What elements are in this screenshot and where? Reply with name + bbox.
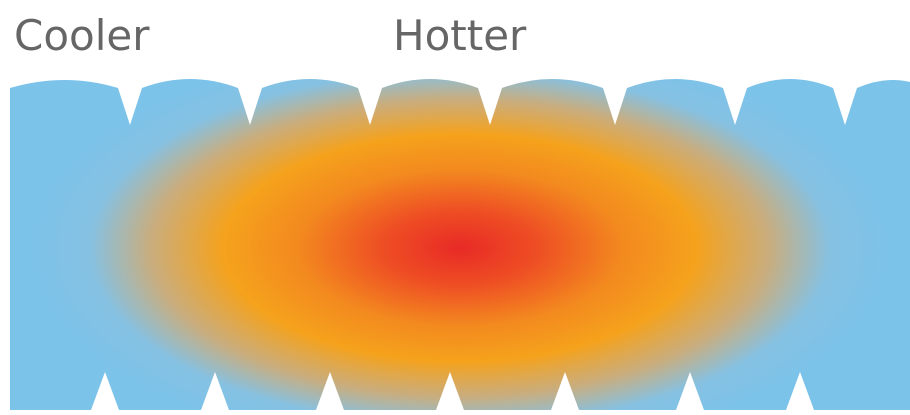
heat-blob bbox=[10, 79, 910, 410]
heat-scale: Cooler Hotter bbox=[0, 0, 910, 415]
cooler-label: Cooler bbox=[14, 11, 150, 60]
hotter-label: Hotter bbox=[393, 11, 527, 60]
